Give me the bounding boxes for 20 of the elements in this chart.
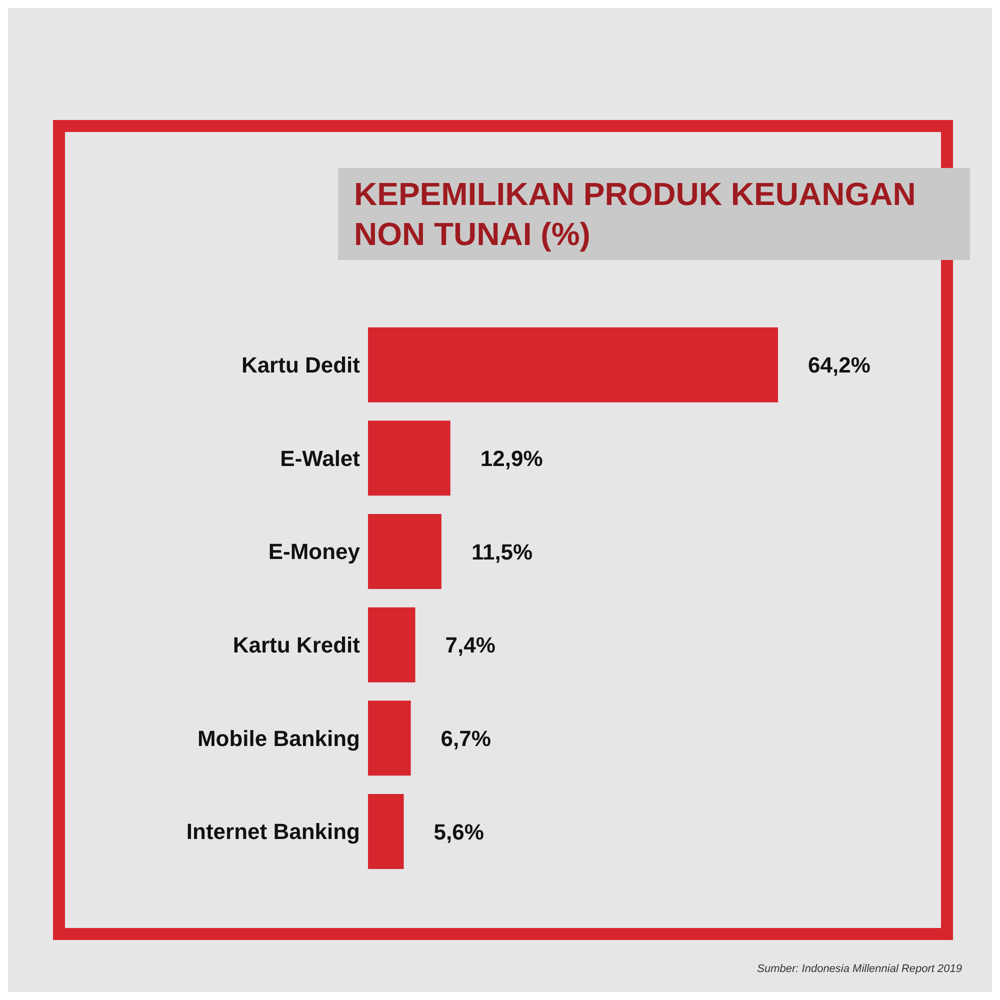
data-label: 64,2% (808, 352, 870, 378)
data-label: 11,5% (471, 539, 533, 564)
y-tick-label: Mobile Banking (197, 726, 360, 751)
chart-title: KEPEMILIKAN PRODUK KEUANGAN NON TUNAI (%) (338, 168, 970, 260)
bar (368, 327, 778, 402)
y-tick-label: Kartu Dedit (241, 352, 361, 378)
bar (368, 700, 411, 776)
data-label: 12,9% (480, 446, 543, 471)
y-tick-label: Internet Banking (186, 819, 360, 844)
bar (368, 794, 404, 869)
bar (368, 514, 442, 589)
y-tick-label: E-Money (268, 539, 361, 564)
bar (368, 420, 450, 496)
data-label: 7,4% (445, 632, 496, 658)
text: Sumber: Indonesia Millennial Report 2019 (757, 963, 962, 975)
y-tick-label: E-Walet (280, 446, 361, 471)
y-tick-label: Kartu Kredit (232, 632, 361, 658)
bar (368, 607, 416, 682)
data-label: 6,7% (440, 726, 491, 751)
data-label: 5,6% (434, 819, 484, 844)
